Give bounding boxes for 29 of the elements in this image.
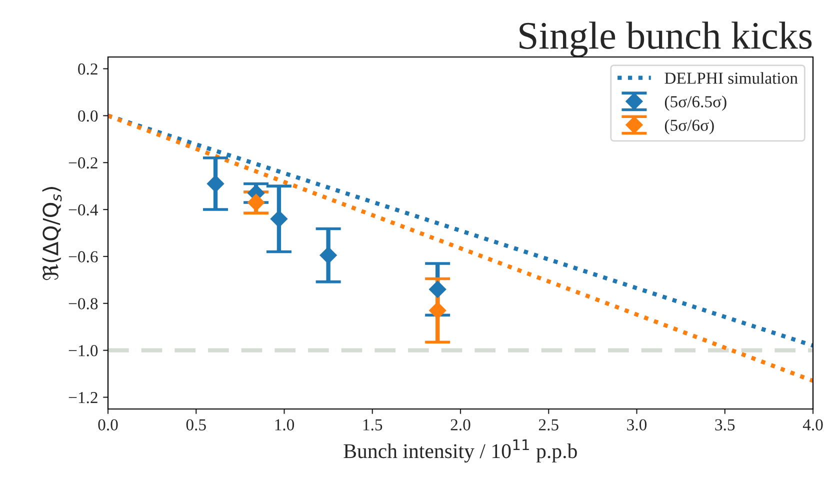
x-tick-label: 2.5 — [538, 419, 558, 431]
y-tick-label: 0.2 — [78, 63, 98, 75]
y-tick-label: −0.6 — [68, 251, 98, 262]
y-tick-label: −0.4 — [68, 204, 98, 216]
x-tick-label: 3.5 — [715, 419, 735, 431]
x-tick-label: 3.0 — [627, 419, 647, 431]
y-tick-label: −1.0 — [68, 345, 98, 356]
y-tick-label: 0.0 — [78, 110, 98, 122]
x-tick-label: 2.0 — [450, 419, 470, 431]
y-tick-label: −0.2 — [68, 157, 98, 169]
point — [206, 175, 224, 192]
x-tick-label: 0.5 — [186, 419, 206, 431]
point — [429, 302, 446, 319]
point — [270, 210, 288, 228]
x-tick-label: 4.0 — [802, 419, 823, 431]
chart-title: Single bunch kicks — [520, 22, 812, 57]
point — [248, 194, 265, 212]
point — [429, 280, 446, 298]
x-axis-title: Bunch intensity / 10$^{11}$ p.p.b — [344, 439, 577, 462]
legend-label: DELPHI simulation — [664, 72, 798, 84]
x-tick-label: 0.0 — [98, 419, 118, 431]
y-tick-label: −1.2 — [68, 392, 98, 404]
legend-label: (5σ/6.5σ) — [664, 96, 726, 111]
point — [320, 246, 337, 264]
y-tick-label: −0.8 — [68, 298, 98, 310]
x-tick-label: 1.0 — [275, 419, 294, 431]
legend-label: (5σ/6σ) — [664, 119, 714, 134]
y-axis-title: ℜ(ΔQ/Q$_{s}$) — [42, 187, 62, 280]
x-tick-label: 1.5 — [363, 419, 382, 431]
